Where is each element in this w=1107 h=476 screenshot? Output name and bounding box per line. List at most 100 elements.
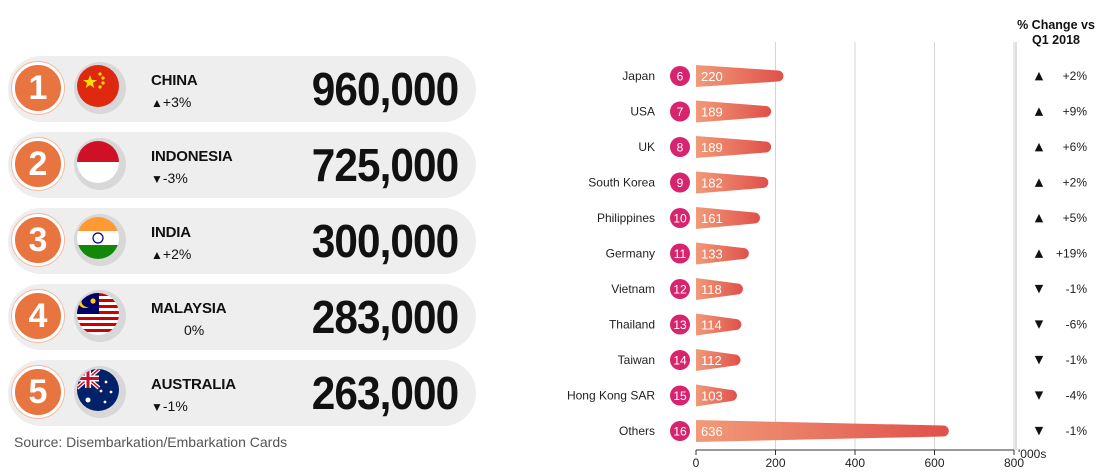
down-arrow-icon: ▼ xyxy=(1035,389,1044,402)
rank-number-badge: 2 xyxy=(12,138,64,190)
rank-badge-label: 11 xyxy=(674,247,687,261)
up-arrow-icon: ▲ xyxy=(151,248,163,262)
chart-gridlines xyxy=(775,42,1017,450)
up-arrow-icon: ▲ xyxy=(1035,247,1044,260)
rank-number-badge: 3 xyxy=(12,214,64,266)
rank-badge-label: 7 xyxy=(677,105,684,119)
down-arrow-icon: ▼ xyxy=(1035,318,1044,331)
down-arrow-icon: ▼ xyxy=(151,172,163,186)
pct-change-value: -1% xyxy=(1066,424,1088,438)
rank-badge xyxy=(670,314,690,335)
chart-x-axis: 0 200 400 600 800'000s xyxy=(693,447,1047,470)
australia-flag-icon xyxy=(74,366,126,418)
pct-change-value: +6% xyxy=(1063,140,1088,154)
up-arrow-icon: ▲ xyxy=(1035,211,1044,224)
arrivals-bar-chart: Japan 220 6 USA 189 7 UK 189 8 South Korea 182 9 Phi… xyxy=(567,42,1088,470)
up-arrow-icon: ▲ xyxy=(1035,105,1044,118)
country-name: MALAYSIA xyxy=(151,300,227,317)
country-name: CHINA xyxy=(151,72,198,89)
category-label: Japan xyxy=(622,69,655,83)
rank-badge-label: 12 xyxy=(673,283,687,297)
pct-change-column: ▲ +2% ▲ +9% ▲ +6% ▲ +2% ▲ +5% ▲ +19% ▼ -1% ▼ -6% ▼ -1% ▼ -4… xyxy=(1035,69,1088,438)
up-arrow-icon: ▲ xyxy=(1035,69,1044,82)
rank-badge xyxy=(670,101,690,122)
pct-change-value: -1% xyxy=(1066,353,1088,367)
bar xyxy=(696,349,741,371)
pct-change-value: -4% xyxy=(1066,389,1088,403)
x-tick-label: 400 xyxy=(845,456,865,470)
rank-badge xyxy=(670,421,690,441)
ranking-row-2: 2 INDONESIA ▼-3% 725,000 xyxy=(8,132,476,198)
rank-badge xyxy=(670,385,690,406)
rank-badge-label: 6 xyxy=(677,70,684,84)
x-tick-label: 800 xyxy=(1004,456,1024,470)
country-name: INDIA xyxy=(151,224,191,241)
rank-badge-label: 15 xyxy=(673,389,687,403)
rank-number-badge: 1 xyxy=(12,62,64,114)
pct-change-value: +19% xyxy=(1056,247,1087,261)
category-label: Germany xyxy=(606,247,655,261)
rank-badge-label: 10 xyxy=(673,212,687,226)
category-label: UK xyxy=(638,140,655,154)
pct-change-header: % Change vs Q1 2018 xyxy=(1017,18,1095,47)
pct-change-value: +5% xyxy=(1063,211,1088,225)
ranking-row-5: 5 AUSTRALIA ▼-1% xyxy=(8,360,476,426)
category-label: USA xyxy=(630,105,655,119)
rank-number-badge: 4 xyxy=(12,290,64,342)
bar xyxy=(696,313,742,336)
bar xyxy=(696,278,743,300)
down-arrow-icon: ▼ xyxy=(1035,353,1044,366)
pct-change-value: +2% xyxy=(1063,176,1088,190)
bar xyxy=(696,207,760,229)
pct-change-value: -6% xyxy=(1066,318,1088,332)
ranking-row-1: 1 CHINA ▲+3% 960,000 xyxy=(8,56,476,122)
bar-value-label: 220 xyxy=(701,69,723,84)
china-flag-icon xyxy=(74,62,126,114)
country-change: ▼-3% xyxy=(151,170,188,186)
bar-value-label: 161 xyxy=(701,211,723,226)
country-name: AUSTRALIA xyxy=(151,376,236,393)
country-name: INDONESIA xyxy=(151,148,233,165)
x-tick-label: 0 xyxy=(693,456,700,470)
country-change: ▲+3% xyxy=(151,94,192,110)
rank-badge-label: 14 xyxy=(673,354,687,368)
bar-value-label: 133 xyxy=(701,247,723,262)
x-tick-label: 600 xyxy=(924,456,944,470)
bar-value-label: 118 xyxy=(701,282,722,297)
bar-value-label: 189 xyxy=(701,140,723,155)
rank-badge xyxy=(670,350,690,370)
rank-badge xyxy=(670,243,690,264)
country-change: ▲+2% xyxy=(151,246,192,262)
pct-change-value: +2% xyxy=(1063,69,1088,83)
malaysia-flag-icon xyxy=(74,290,126,342)
india-flag-icon xyxy=(74,214,126,266)
down-arrow-icon: ▼ xyxy=(151,400,163,414)
bar xyxy=(696,65,784,87)
category-label: Taiwan xyxy=(618,353,655,367)
bar-value-label: 103 xyxy=(701,389,723,404)
indonesia-flag-icon xyxy=(74,138,126,190)
bar xyxy=(696,420,949,442)
bar xyxy=(696,384,737,407)
ranking-row-4: 4 MALAYSIA 0% 283,000 xyxy=(8,284,476,350)
rank-badge xyxy=(670,172,690,193)
up-arrow-icon: ▲ xyxy=(1035,140,1044,153)
up-arrow-icon: ▲ xyxy=(151,96,163,110)
x-axis-unit: '000s xyxy=(1018,447,1046,461)
rank-badge xyxy=(670,208,690,228)
bar xyxy=(696,242,749,265)
pct-change-value: -1% xyxy=(1066,282,1088,296)
up-arrow-icon: ▲ xyxy=(1035,176,1044,189)
country-change: 0% xyxy=(184,322,205,338)
arrivals-value: 960,000 xyxy=(311,63,458,115)
arrivals-value: 725,000 xyxy=(311,139,458,191)
rank-number-badge: 5 xyxy=(12,366,64,418)
rank-badge xyxy=(670,137,690,157)
rank-badge xyxy=(670,66,690,86)
bar xyxy=(696,171,769,194)
bar-value-label: 182 xyxy=(701,176,723,191)
bar-value-label: 636 xyxy=(701,424,723,439)
category-label: Others xyxy=(619,424,655,438)
bar xyxy=(696,136,772,158)
category-label: Hong Kong SAR xyxy=(567,389,655,403)
